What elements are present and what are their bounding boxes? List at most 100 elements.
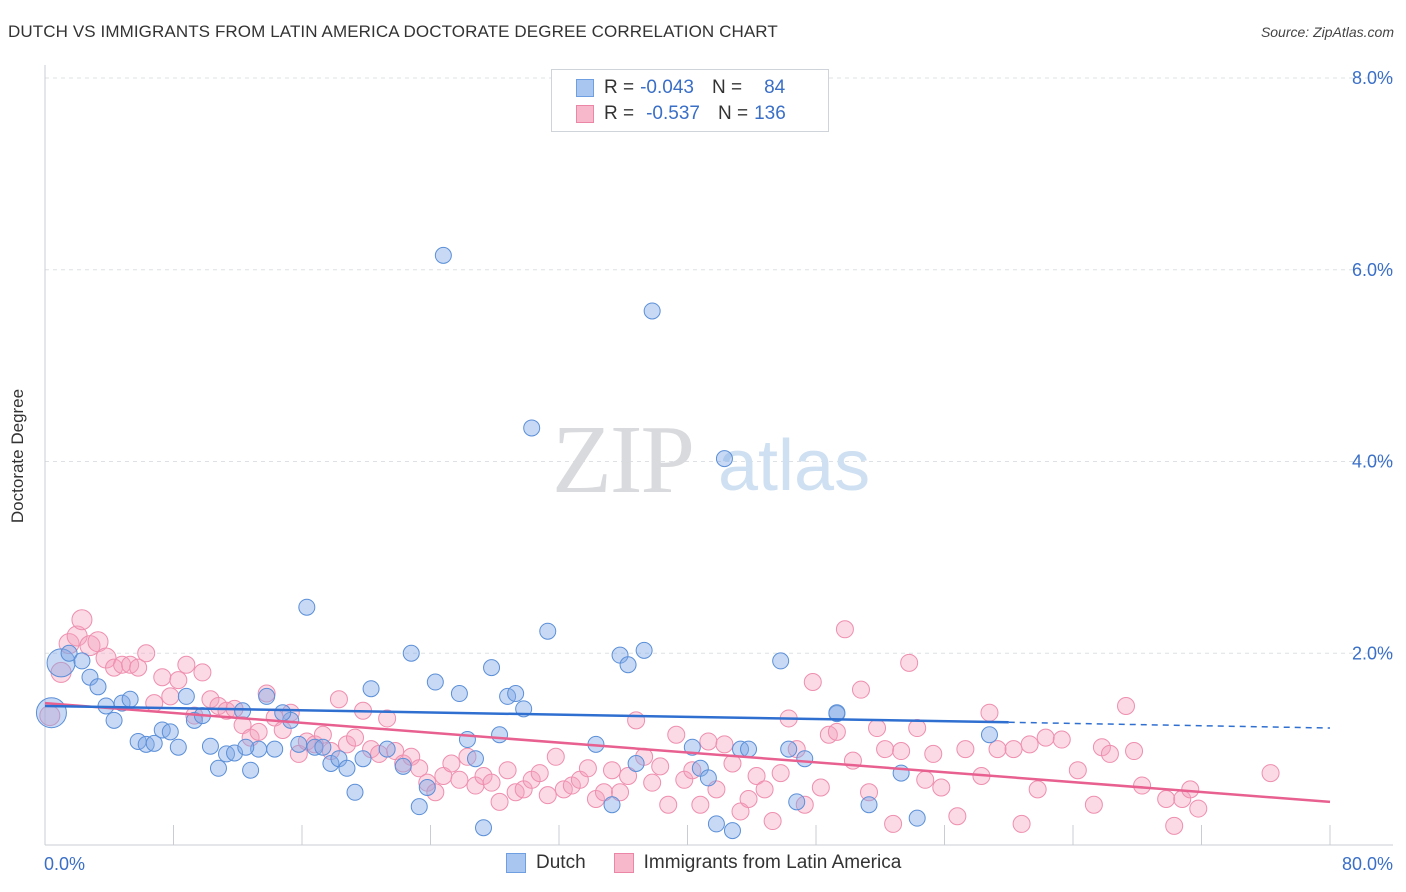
legend-r-label: R = <box>604 77 635 98</box>
latin-point <box>1068 761 1087 780</box>
latin-point <box>659 795 678 814</box>
axes <box>44 65 1393 846</box>
latin-point <box>627 711 646 730</box>
trend-line-latin <box>44 701 1331 804</box>
trend-line-dutch <box>44 704 1009 724</box>
y-tick-label: 6.0% <box>1352 260 1393 280</box>
latin-point <box>546 747 565 766</box>
dutch-point <box>683 738 701 756</box>
latin-point <box>329 690 348 709</box>
legend-n-value: 136 <box>754 103 786 124</box>
dutch-point <box>201 737 219 755</box>
dutch-point <box>828 704 846 722</box>
latin-point <box>932 778 951 797</box>
latin-point <box>956 740 975 759</box>
dutch-point <box>434 246 452 264</box>
dutch-point <box>418 778 436 796</box>
latin-point <box>988 740 1007 759</box>
dutch-point <box>298 598 316 616</box>
y-tick-label: 4.0% <box>1352 452 1393 472</box>
dutch-point <box>73 652 91 670</box>
dutch-point <box>402 644 420 662</box>
trend-lines <box>44 701 1331 804</box>
latin-point <box>715 735 734 754</box>
latin-point <box>1100 744 1119 763</box>
dutch-point <box>603 796 621 814</box>
latin-point <box>313 725 332 744</box>
dutch-point <box>362 680 380 698</box>
dutch-point <box>258 687 276 705</box>
latin-point <box>1189 799 1208 818</box>
dutch-point <box>507 685 525 703</box>
dutch-point <box>234 702 252 720</box>
dutch-point <box>619 656 637 674</box>
dutch-point <box>209 759 227 777</box>
latin-point <box>578 759 597 778</box>
bottom-legend-swatch-latin <box>613 853 634 873</box>
bottom-legend-swatch-dutch <box>506 853 526 873</box>
latin-point <box>1125 742 1144 761</box>
latin-point <box>1157 789 1176 808</box>
dutch-point <box>290 735 308 753</box>
dutch-point <box>908 809 926 827</box>
dutch-point <box>450 685 468 703</box>
latin-point <box>249 722 268 741</box>
latin-point <box>611 783 630 802</box>
dutch-point <box>60 644 78 662</box>
grid-lines <box>45 77 1393 654</box>
legend-n-label: N = <box>711 77 743 98</box>
legend-n-label: N = <box>717 103 749 124</box>
latin-point <box>71 609 93 631</box>
dutch-point <box>715 450 733 468</box>
dutch-point <box>699 769 717 787</box>
dutch-point <box>105 711 123 729</box>
latin-point <box>442 754 461 773</box>
latin-point <box>851 680 870 699</box>
watermark-zip: ZIP <box>552 406 693 514</box>
dutch-point <box>145 734 163 752</box>
latin-point <box>129 658 148 677</box>
dutch-point <box>466 750 484 768</box>
dutch-point <box>627 755 645 773</box>
dutch-point <box>346 783 364 801</box>
latin-point <box>739 789 758 808</box>
dutch-point <box>378 740 396 758</box>
latin-point <box>378 709 397 728</box>
dutch-point <box>723 822 741 840</box>
dutch-point <box>483 659 501 677</box>
dutch-point <box>354 750 372 768</box>
tick-labels: 2.0% 4.0% 6.0% 8.0% 0.0% 80.0% <box>44 68 1393 874</box>
legend-row-dutch: R = -0.043 N = 84 <box>576 76 785 100</box>
latin-point <box>1020 735 1039 754</box>
dutch-point <box>89 678 107 696</box>
dutch-point <box>860 796 878 814</box>
y-tick-label: 2.0% <box>1352 643 1393 663</box>
latin-point <box>827 722 846 741</box>
dutch-point <box>274 704 292 722</box>
latin-point <box>153 668 172 687</box>
dutch-point <box>635 641 653 659</box>
latin-point <box>948 807 967 826</box>
legend-n-value: 84 <box>764 77 786 98</box>
legend-row-latin: R = -0.537 N = 136 <box>576 102 786 126</box>
latin-point <box>860 783 879 802</box>
latin-point <box>193 663 212 682</box>
latin-point <box>1165 816 1184 835</box>
dutch-point <box>237 738 255 756</box>
latin-point <box>755 780 774 799</box>
series-dutch-points <box>35 246 998 840</box>
dutch-point <box>707 815 725 833</box>
latin-point <box>892 742 911 761</box>
latin-point <box>916 770 935 789</box>
latin-point <box>1133 776 1152 795</box>
dutch-point <box>788 793 806 811</box>
latin-point <box>161 687 180 706</box>
chart-title: DUTCH VS IMMIGRANTS FROM LATIN AMERICA D… <box>8 22 778 41</box>
dutch-point <box>780 740 798 758</box>
latin-point <box>1012 814 1031 833</box>
bottom-legend-label-latin: Immigrants from Latin America <box>643 852 902 873</box>
latin-point <box>876 740 895 759</box>
x-tick-label: 80.0% <box>1342 854 1393 874</box>
legend-r-value: -0.043 <box>640 77 694 98</box>
